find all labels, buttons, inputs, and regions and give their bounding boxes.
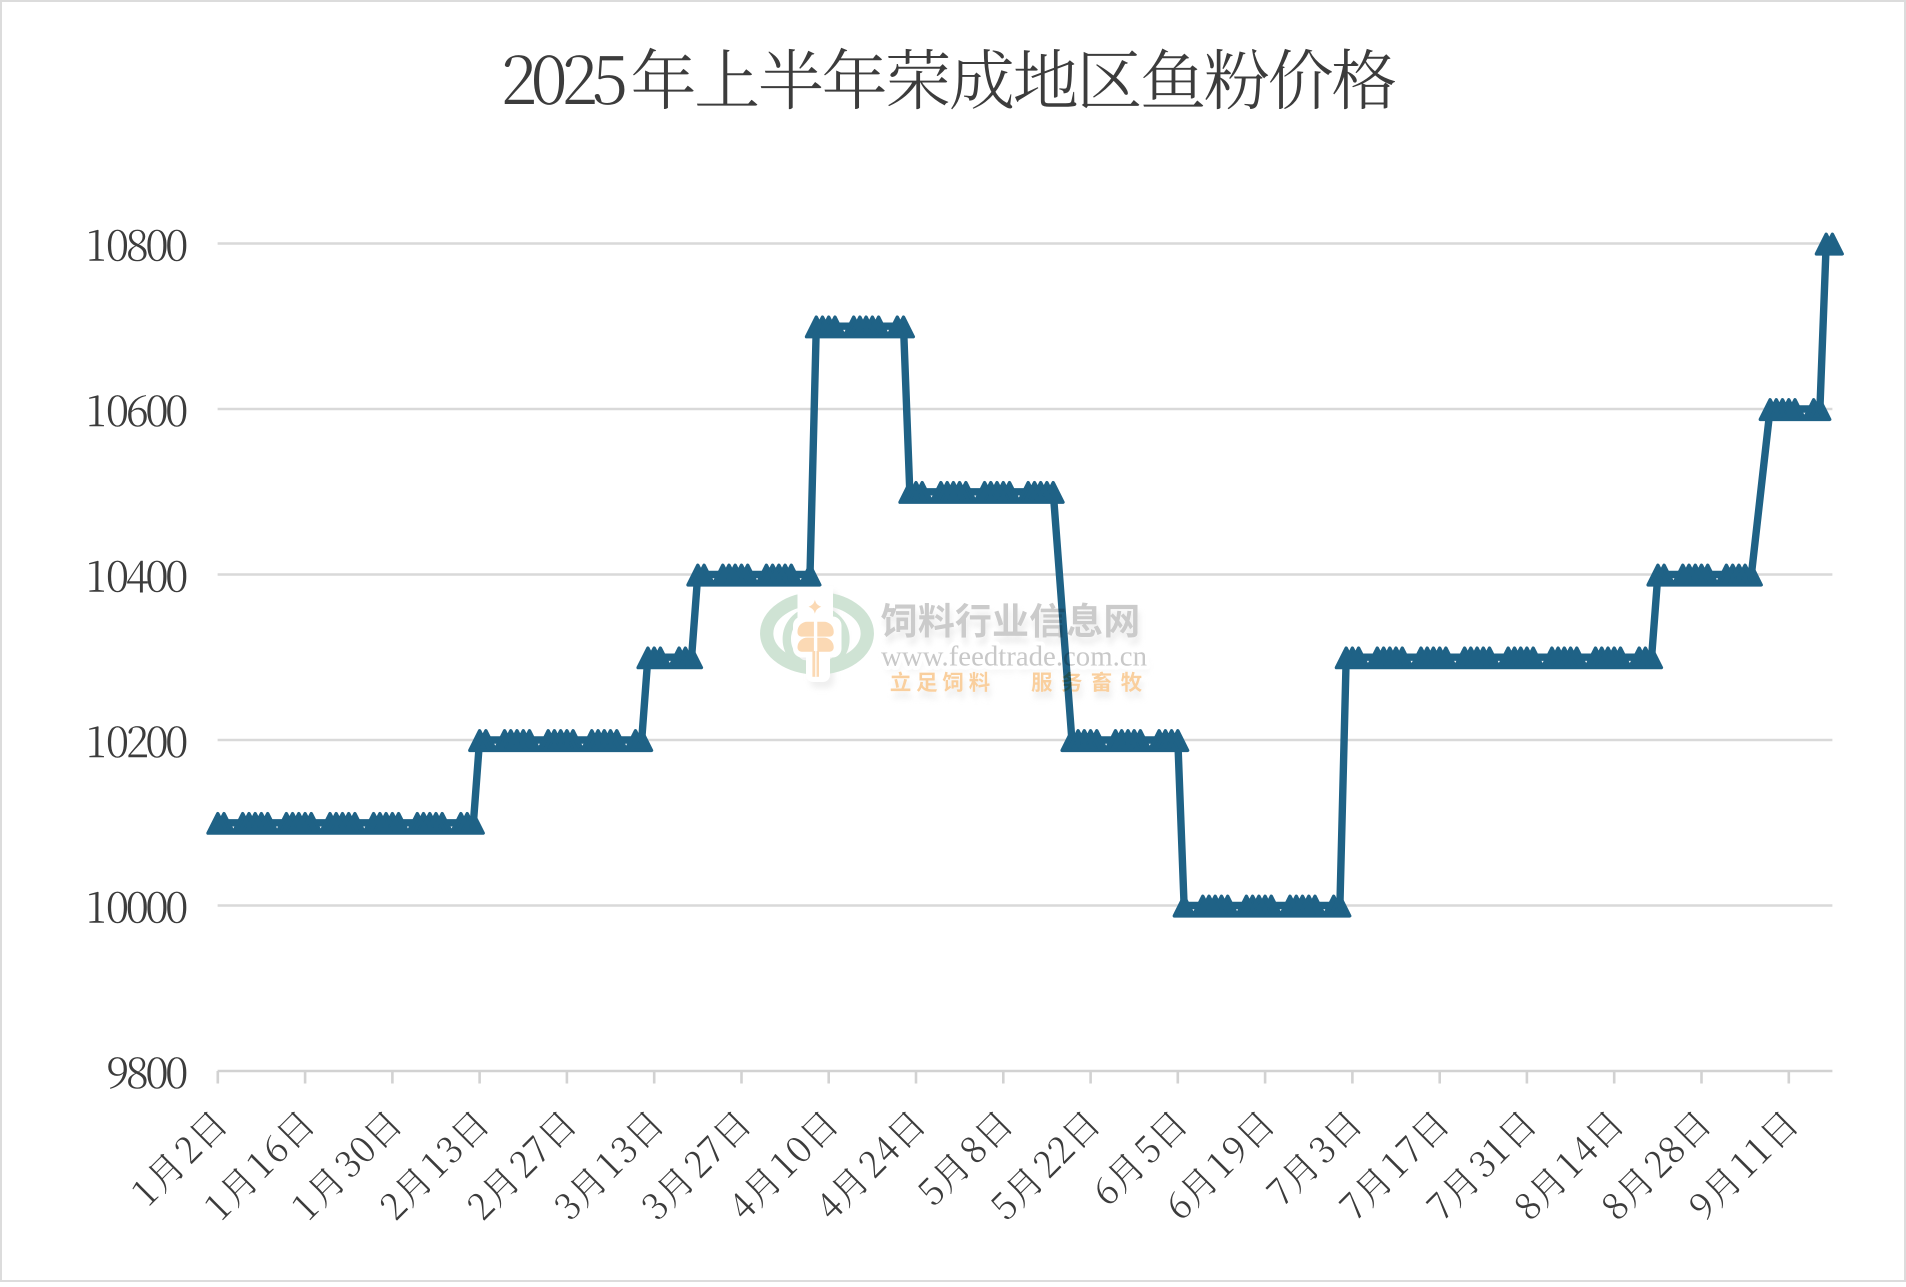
svg-text:www.feedtrade.com.cn: www.feedtrade.com.cn (881, 641, 1147, 673)
svg-text:www.feedtrade.com.cn: www.feedtrade.com.cn (881, 641, 1147, 673)
